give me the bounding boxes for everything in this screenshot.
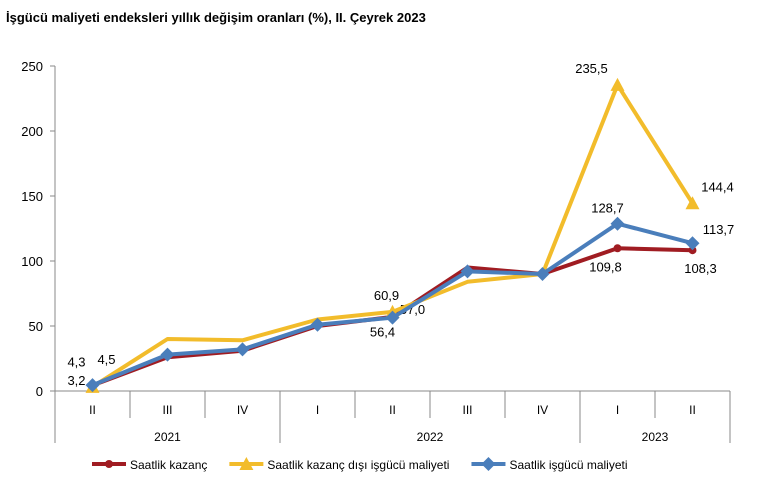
data-point-diamond [535,267,550,281]
year-label: 2021 [154,430,181,444]
x-tick-label: II [389,403,396,417]
x-tick-label: I [616,403,619,417]
data-label: 113,7 [703,222,735,237]
x-tick-label: I [316,403,319,417]
y-tick-label: 100 [21,254,43,269]
x-tick-label: IV [237,403,248,417]
x-tick-label: II [89,403,96,417]
data-label: 235,5 [575,61,608,76]
year-label: 2022 [417,430,444,444]
x-tick-label: IV [537,403,548,417]
data-label: 4,3 [67,354,85,369]
data-label: 4,5 [97,352,115,367]
y-tick-label: 50 [29,319,43,334]
y-tick-label: 0 [36,384,43,399]
data-point [613,244,622,253]
series-line [91,221,694,388]
y-tick-label: 150 [21,189,43,204]
data-point-triangle [610,77,625,91]
data-point [688,246,697,255]
legend-label: Saatlik kazanç [130,458,207,472]
data-point-diamond [685,236,700,251]
x-tick-label: II [689,403,696,417]
data-point-triangle [685,196,700,210]
year-label: 2023 [642,430,669,444]
data-label: 109,8 [589,259,622,274]
legend-label: Saatlik işgücü maliyeti [509,458,627,472]
x-tick-label: III [162,403,172,417]
data-point-diamond [160,347,175,362]
data-point-diamond [310,317,325,332]
legend-marker [105,460,113,468]
data-point-diamond [610,216,625,231]
x-tick-label: III [462,403,472,417]
legend-marker-diamond [481,457,496,471]
data-label: 144,4 [701,179,734,194]
chart-title: İşgücü maliyeti endeksleri yıllık değişi… [6,10,426,25]
data-point-diamond [235,342,250,357]
legend-marker-triangle [239,457,254,470]
legend-label: Saatlik kazanç dışı işgücü maliyeti [267,458,449,472]
y-tick-label: 250 [21,59,43,74]
data-label: 3,2 [67,373,85,388]
data-label: 60,9 [374,288,399,303]
data-point-diamond [385,310,400,325]
data-point-diamond [460,264,475,279]
data-label: 128,7 [591,201,624,216]
data-label: 108,3 [684,261,717,276]
y-tick-label: 200 [21,124,43,139]
data-label: 56,4 [370,325,395,340]
data-point-diamond [85,378,100,393]
